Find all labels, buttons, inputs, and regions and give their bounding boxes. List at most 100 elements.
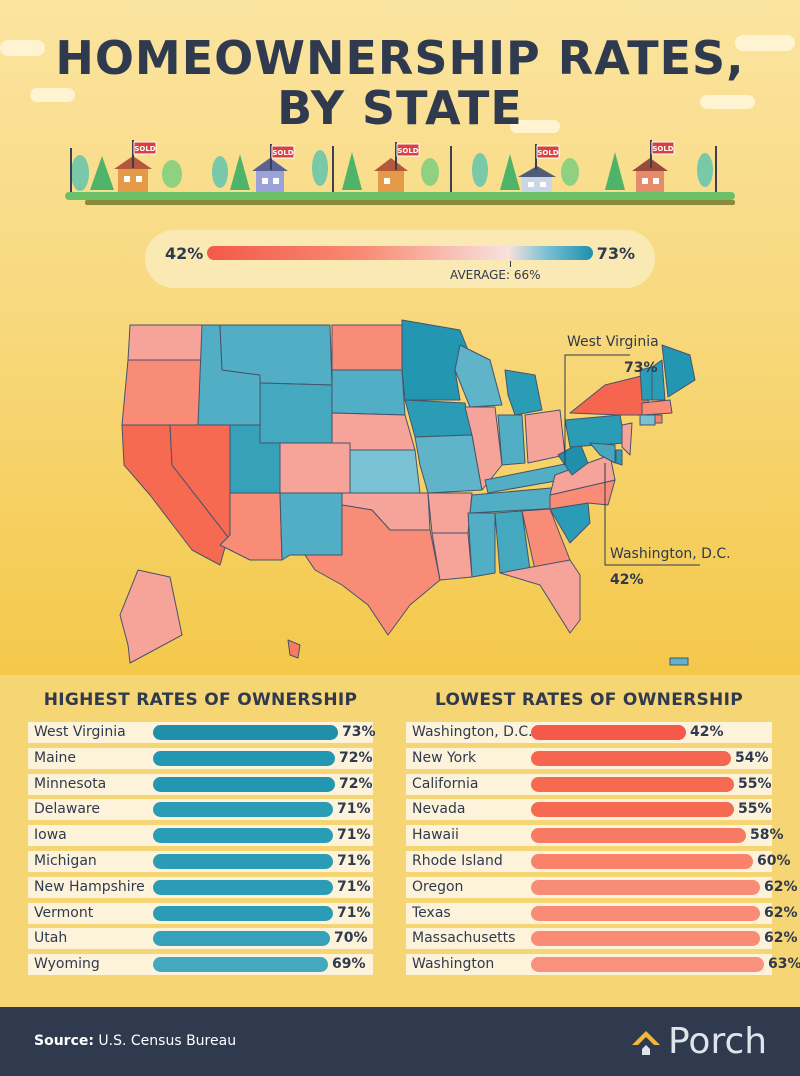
- tree-icon: [561, 158, 579, 186]
- row-bar: [153, 879, 333, 895]
- callout-label-west-virginia: West Virginia: [567, 334, 659, 350]
- row-state-name: Maine: [34, 749, 77, 766]
- row-value: 55%: [738, 801, 772, 818]
- table-row: Oregon 62%: [406, 876, 798, 898]
- state-new-mexico[interactable]: [279, 492, 343, 561]
- row-value: 71%: [337, 852, 371, 869]
- state-texas[interactable]: [304, 504, 441, 636]
- state-iowa[interactable]: [404, 399, 473, 438]
- state-massachusetts[interactable]: [641, 399, 673, 416]
- table-row: Vermont 71%: [28, 902, 373, 924]
- row-state-name: Vermont: [34, 904, 94, 921]
- row-bar: [531, 957, 764, 973]
- source-line: Source: U.S. Census Bureau: [34, 1033, 236, 1049]
- row-value: 55%: [738, 775, 772, 792]
- table-row: Iowa 71%: [28, 825, 373, 847]
- legend-min: 42%: [165, 244, 204, 263]
- sold-sign-icon: SOLD: [270, 144, 295, 170]
- row-state-name: Oregon: [412, 878, 464, 895]
- state-alaska[interactable]: [119, 569, 183, 664]
- row-value: 60%: [757, 852, 791, 869]
- state-colorado[interactable]: [279, 442, 351, 494]
- state-rhode-island[interactable]: [654, 414, 663, 424]
- row-state-name: Washington, D.C.: [412, 724, 533, 740]
- tree-icon: [342, 152, 362, 190]
- state-oregon[interactable]: [121, 359, 203, 426]
- state-virginia[interactable]: [549, 454, 616, 496]
- cloud: [30, 88, 75, 102]
- porch-logo-icon: [632, 1031, 660, 1055]
- row-state-name: Washington: [412, 956, 495, 973]
- row-state-name: Rhode Island: [412, 852, 503, 869]
- color-legend: 42% AVERAGE: 66% 73%: [145, 230, 655, 288]
- tree-icon: [421, 158, 439, 186]
- table-row: Michigan 71%: [28, 850, 373, 872]
- tree-icon: [472, 153, 488, 187]
- sold-sign-text: SOLD: [272, 149, 293, 157]
- table-row: Maine 72%: [28, 747, 373, 769]
- row-bar: [531, 879, 760, 895]
- state-connecticut[interactable]: [639, 414, 656, 426]
- row-bar: [153, 853, 333, 869]
- state-arkansas[interactable]: [427, 492, 473, 534]
- source-text: U.S. Census Bureau: [98, 1033, 237, 1049]
- row-bar: [531, 725, 686, 740]
- row-state-name: Delaware: [34, 801, 100, 818]
- row-bar: [153, 776, 335, 792]
- house-icon: [114, 156, 152, 192]
- row-value: 62%: [764, 904, 798, 921]
- callout-value-dc: 42%: [610, 572, 644, 588]
- sold-sign-text: SOLD: [537, 149, 558, 157]
- state-new-jersey[interactable]: [621, 422, 633, 456]
- legend-max: 73%: [596, 244, 635, 263]
- source-label: Source:: [34, 1033, 94, 1049]
- tree-icon: [230, 154, 250, 190]
- row-value: 71%: [337, 827, 371, 844]
- state-mississippi[interactable]: [467, 512, 496, 578]
- state-michigan[interactable]: [504, 369, 543, 416]
- state-washington[interactable]: [127, 324, 203, 361]
- state-missouri[interactable]: [414, 434, 483, 494]
- state-delaware[interactable]: [615, 449, 623, 466]
- state-pennsylvania[interactable]: [564, 414, 626, 448]
- legend-average: AVERAGE: 66%: [450, 268, 541, 282]
- row-value: 70%: [334, 930, 368, 947]
- tree-icon: [90, 156, 114, 190]
- house-icon: [518, 166, 556, 192]
- road-strip: [85, 200, 735, 205]
- row-state-name: Wyoming: [34, 956, 100, 973]
- row-value: 71%: [337, 801, 371, 818]
- lamp-post-icon: [715, 146, 717, 192]
- table-row: Massachusetts 62%: [406, 928, 798, 950]
- title-line-1: HOMEOWNERSHIP RATES,: [55, 31, 745, 85]
- state-kansas[interactable]: [349, 449, 421, 494]
- state-illinois[interactable]: [464, 406, 503, 491]
- state-florida[interactable]: [499, 559, 581, 634]
- lamp-post-icon: [332, 146, 334, 192]
- state-wisconsin[interactable]: [454, 344, 503, 408]
- neighborhood-illustration: SOLD SOLD SOLD SOLD SOLD: [65, 140, 735, 205]
- state-maine[interactable]: [661, 344, 696, 398]
- table-row: New York 54%: [406, 747, 772, 769]
- state-maryland[interactable]: [589, 442, 616, 464]
- legend-average-tick: [510, 261, 511, 267]
- row-value: 62%: [764, 878, 798, 895]
- row-bar: [153, 905, 333, 921]
- highest-rows: West Virginia 73% Maine 72% Minnesota 72% Dela…: [28, 722, 376, 976]
- cloud: [0, 40, 45, 56]
- sold-sign-icon: SOLD: [535, 144, 560, 170]
- state-wyoming[interactable]: [259, 382, 333, 446]
- sold-sign-text: SOLD: [397, 147, 418, 155]
- table-row: Wyoming 69%: [28, 954, 373, 976]
- state-indiana[interactable]: [497, 414, 526, 466]
- state-north-dakota[interactable]: [331, 324, 403, 371]
- state-new-hampshire[interactable]: [651, 359, 666, 401]
- lowest-rows: Washington, D.C. 42% New York 54% California…: [406, 722, 800, 976]
- territory-puerto-rico[interactable]: [669, 657, 689, 666]
- state-hawaii[interactable]: [287, 639, 301, 659]
- state-minnesota[interactable]: [401, 319, 471, 401]
- footer: Source: U.S. Census Bureau Porch: [0, 1007, 800, 1076]
- row-state-name: New Hampshire: [34, 878, 145, 895]
- state-new-york[interactable]: [569, 374, 651, 416]
- state-south-dakota[interactable]: [331, 369, 406, 416]
